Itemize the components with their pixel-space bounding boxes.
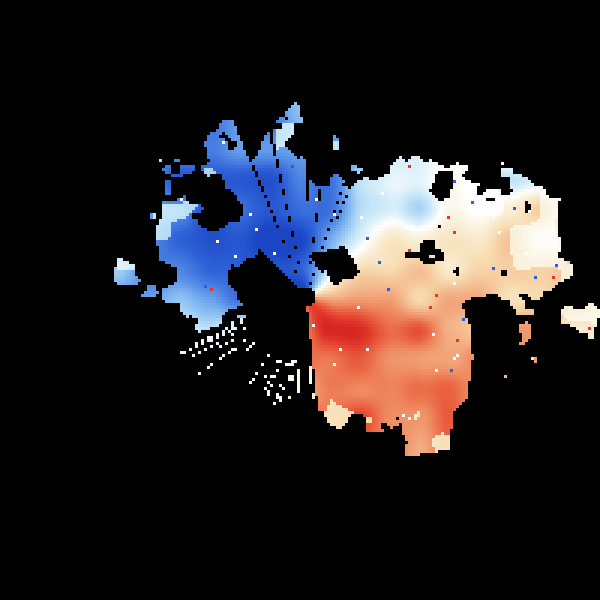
radar-velocity-heatmap-canvas (0, 0, 600, 600)
doppler-radar-velocity-figure (0, 0, 600, 600)
